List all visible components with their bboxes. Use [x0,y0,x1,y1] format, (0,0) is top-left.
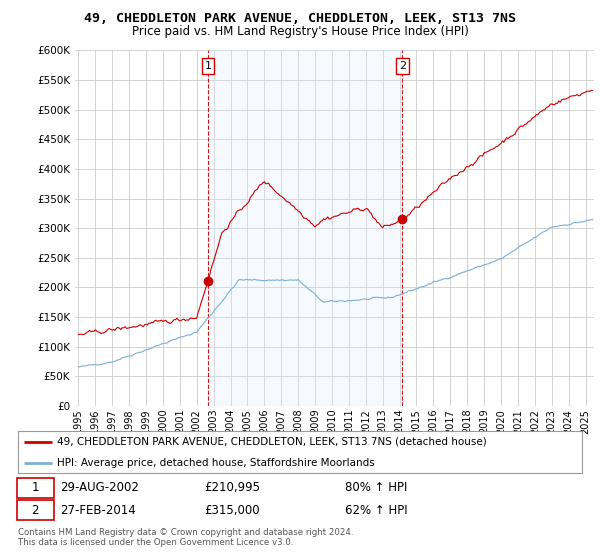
Text: 49, CHEDDLETON PARK AVENUE, CHEDDLETON, LEEK, ST13 7NS: 49, CHEDDLETON PARK AVENUE, CHEDDLETON, … [84,12,516,25]
Text: 1: 1 [31,482,39,494]
Text: 80% ↑ HPI: 80% ↑ HPI [345,482,407,494]
Text: 2: 2 [31,504,39,517]
Text: £315,000: £315,000 [204,504,260,517]
FancyBboxPatch shape [17,500,53,520]
Text: 29-AUG-2002: 29-AUG-2002 [60,482,139,494]
Text: 2: 2 [399,61,406,71]
Bar [208,50,402,406]
Text: Price paid vs. HM Land Registry's House Price Index (HPI): Price paid vs. HM Land Registry's House … [131,25,469,38]
Text: HPI: Average price, detached house, Staffordshire Moorlands: HPI: Average price, detached house, Staf… [58,458,375,468]
Text: Contains HM Land Registry data © Crown copyright and database right 2024.
This d: Contains HM Land Registry data © Crown c… [18,528,353,547]
Text: 1: 1 [205,61,211,71]
Text: 62% ↑ HPI: 62% ↑ HPI [345,504,408,517]
Text: 49, CHEDDLETON PARK AVENUE, CHEDDLETON, LEEK, ST13 7NS (detached house): 49, CHEDDLETON PARK AVENUE, CHEDDLETON, … [58,437,487,447]
Text: 27-FEB-2014: 27-FEB-2014 [60,504,136,517]
FancyBboxPatch shape [17,478,53,498]
Text: £210,995: £210,995 [204,482,260,494]
